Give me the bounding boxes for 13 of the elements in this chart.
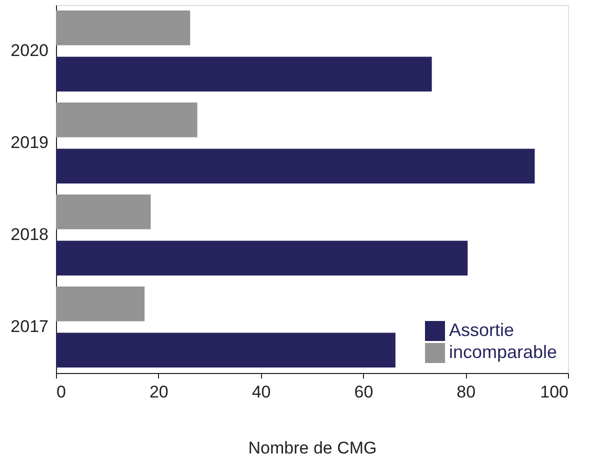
legend-label: Assortie <box>449 320 514 340</box>
y-tick-label: 2018 <box>10 225 48 244</box>
x-tick-label: 100 <box>540 382 568 402</box>
x-tick-label: 80 <box>456 382 476 402</box>
y-tick-label: 2017 <box>10 317 48 336</box>
x-axis-title: Nombre de CMG <box>248 438 377 458</box>
x-tick-label: 60 <box>354 382 374 402</box>
y-tick-label: 2020 <box>10 41 48 60</box>
legend-label: incomparable <box>449 342 558 362</box>
x-tick-label: 20 <box>149 382 168 402</box>
y-tick-label: 2019 <box>10 133 48 152</box>
x-tick-label: 0 <box>56 382 66 402</box>
x-tick-label: 40 <box>252 382 271 402</box>
